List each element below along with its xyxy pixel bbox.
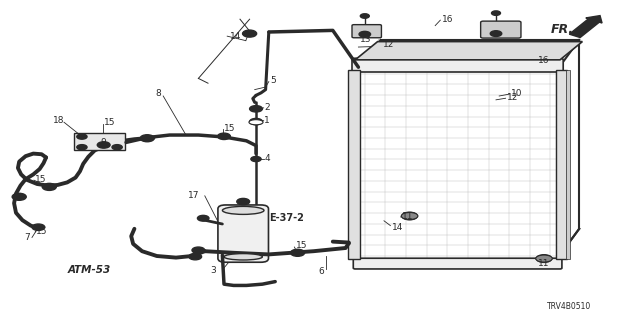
Circle shape — [197, 215, 209, 221]
FancyBboxPatch shape — [352, 58, 563, 72]
Circle shape — [536, 255, 552, 262]
Text: 10: 10 — [511, 89, 522, 98]
Circle shape — [97, 142, 110, 148]
Circle shape — [250, 106, 262, 112]
Circle shape — [77, 145, 87, 150]
Text: 18: 18 — [52, 116, 64, 125]
Circle shape — [402, 212, 417, 220]
Text: FR.: FR. — [550, 23, 573, 36]
Text: 13: 13 — [360, 35, 371, 44]
Text: 9: 9 — [100, 138, 106, 147]
FancyBboxPatch shape — [352, 25, 381, 38]
Text: 6: 6 — [319, 267, 324, 276]
Circle shape — [218, 133, 230, 140]
Text: 16: 16 — [442, 15, 453, 24]
Text: 15: 15 — [224, 124, 236, 132]
Circle shape — [360, 14, 369, 18]
Ellipse shape — [249, 120, 263, 125]
Text: 8: 8 — [156, 89, 161, 98]
Text: 12: 12 — [383, 40, 394, 49]
Text: 15: 15 — [296, 241, 307, 250]
Text: 2: 2 — [264, 103, 270, 112]
Polygon shape — [355, 42, 582, 60]
Circle shape — [32, 224, 45, 230]
Circle shape — [140, 135, 154, 142]
Bar — [74, 133, 125, 150]
Bar — [348, 70, 360, 259]
Text: 14: 14 — [230, 32, 242, 41]
Text: 1: 1 — [264, 116, 270, 124]
Ellipse shape — [224, 253, 262, 260]
Ellipse shape — [401, 212, 418, 220]
FancyBboxPatch shape — [353, 258, 562, 269]
Text: 15: 15 — [104, 118, 116, 127]
Circle shape — [192, 247, 205, 253]
Circle shape — [42, 183, 56, 190]
Ellipse shape — [223, 206, 264, 214]
Circle shape — [490, 31, 502, 36]
Text: 15: 15 — [35, 175, 47, 184]
Ellipse shape — [536, 255, 552, 262]
Text: 17: 17 — [188, 191, 199, 200]
Circle shape — [251, 156, 261, 162]
Text: 11: 11 — [402, 212, 413, 221]
Text: 11: 11 — [538, 259, 550, 268]
Circle shape — [492, 11, 500, 15]
Text: 16: 16 — [538, 56, 549, 65]
FancyBboxPatch shape — [218, 205, 269, 262]
Text: 14: 14 — [392, 223, 403, 232]
Bar — [556, 70, 567, 259]
FancyArrow shape — [570, 16, 602, 37]
Circle shape — [189, 253, 202, 260]
Text: 3: 3 — [210, 266, 216, 275]
Text: 4: 4 — [264, 154, 270, 163]
Circle shape — [77, 134, 87, 139]
Text: 12: 12 — [507, 93, 518, 102]
Text: ATM-53: ATM-53 — [67, 265, 111, 275]
Circle shape — [112, 145, 122, 150]
Circle shape — [291, 249, 305, 256]
Bar — [566, 70, 570, 259]
Circle shape — [237, 198, 250, 205]
Text: 7: 7 — [24, 233, 30, 242]
Circle shape — [12, 193, 26, 200]
Text: E-37-2: E-37-2 — [269, 213, 303, 223]
Text: TRV4B0510: TRV4B0510 — [547, 302, 591, 311]
Circle shape — [243, 30, 257, 37]
Text: 15: 15 — [36, 227, 47, 236]
Circle shape — [359, 31, 371, 37]
FancyBboxPatch shape — [481, 21, 521, 38]
Circle shape — [250, 118, 262, 125]
Text: 5: 5 — [270, 76, 276, 85]
